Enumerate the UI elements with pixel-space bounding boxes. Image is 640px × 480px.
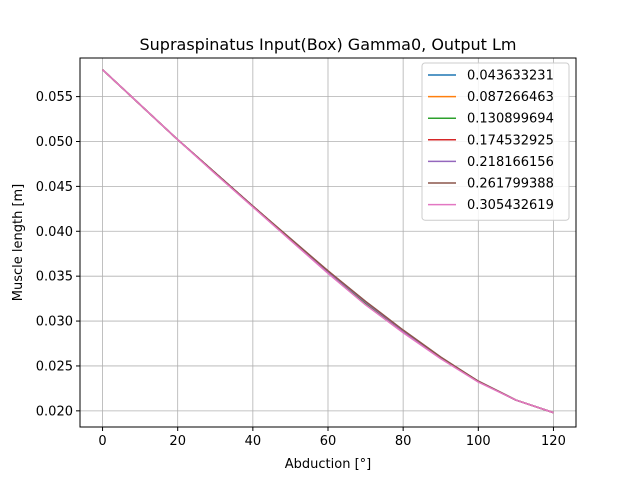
axis-ticks: 0 20 40 60 80 100 120 0.020 0.025 0.030 0.035 0.040… xyxy=(36,90,566,449)
legend: 0.043633231 0.087266463 0.130899694 0.17453… xyxy=(421,62,570,221)
legend-label: 0.218166156 xyxy=(467,155,554,170)
y-tick-label: 0.045 xyxy=(36,180,73,195)
x-tick-label: 20 xyxy=(169,434,186,449)
y-tick-label: 0.035 xyxy=(36,270,73,285)
x-tick-label: 100 xyxy=(466,434,491,449)
grid xyxy=(80,58,576,427)
x-tick-label: 0 xyxy=(98,434,106,449)
x-tick-label: 120 xyxy=(541,434,566,449)
y-tick-label: 0.055 xyxy=(36,90,73,105)
series-line-7 xyxy=(102,69,554,414)
y-axis-label: Muscle length [m] xyxy=(11,184,26,302)
y-tick-label: 0.025 xyxy=(36,359,73,374)
legend-label: 0.261799388 xyxy=(467,177,554,192)
y-tick-label: 0.030 xyxy=(36,315,73,330)
x-axis-label: Abduction [°] xyxy=(285,457,371,472)
y-tick-label: 0.050 xyxy=(36,135,73,150)
chart-title: Supraspinatus Input(Box) Gamma0, Output … xyxy=(140,35,517,54)
legend-label: 0.087266463 xyxy=(467,90,554,105)
legend-label: 0.130899694 xyxy=(467,112,554,127)
x-tick-label: 80 xyxy=(395,434,412,449)
x-tick-label: 40 xyxy=(245,434,262,449)
legend-label: 0.043633231 xyxy=(467,69,554,84)
x-tick-label: 60 xyxy=(320,434,337,449)
legend-box xyxy=(421,62,570,221)
y-tick-label: 0.020 xyxy=(36,404,73,419)
y-tick-label: 0.040 xyxy=(36,225,73,240)
legend-label: 0.174532925 xyxy=(467,133,554,148)
legend-label: 0.305432619 xyxy=(467,198,554,213)
series-lines xyxy=(102,69,554,414)
